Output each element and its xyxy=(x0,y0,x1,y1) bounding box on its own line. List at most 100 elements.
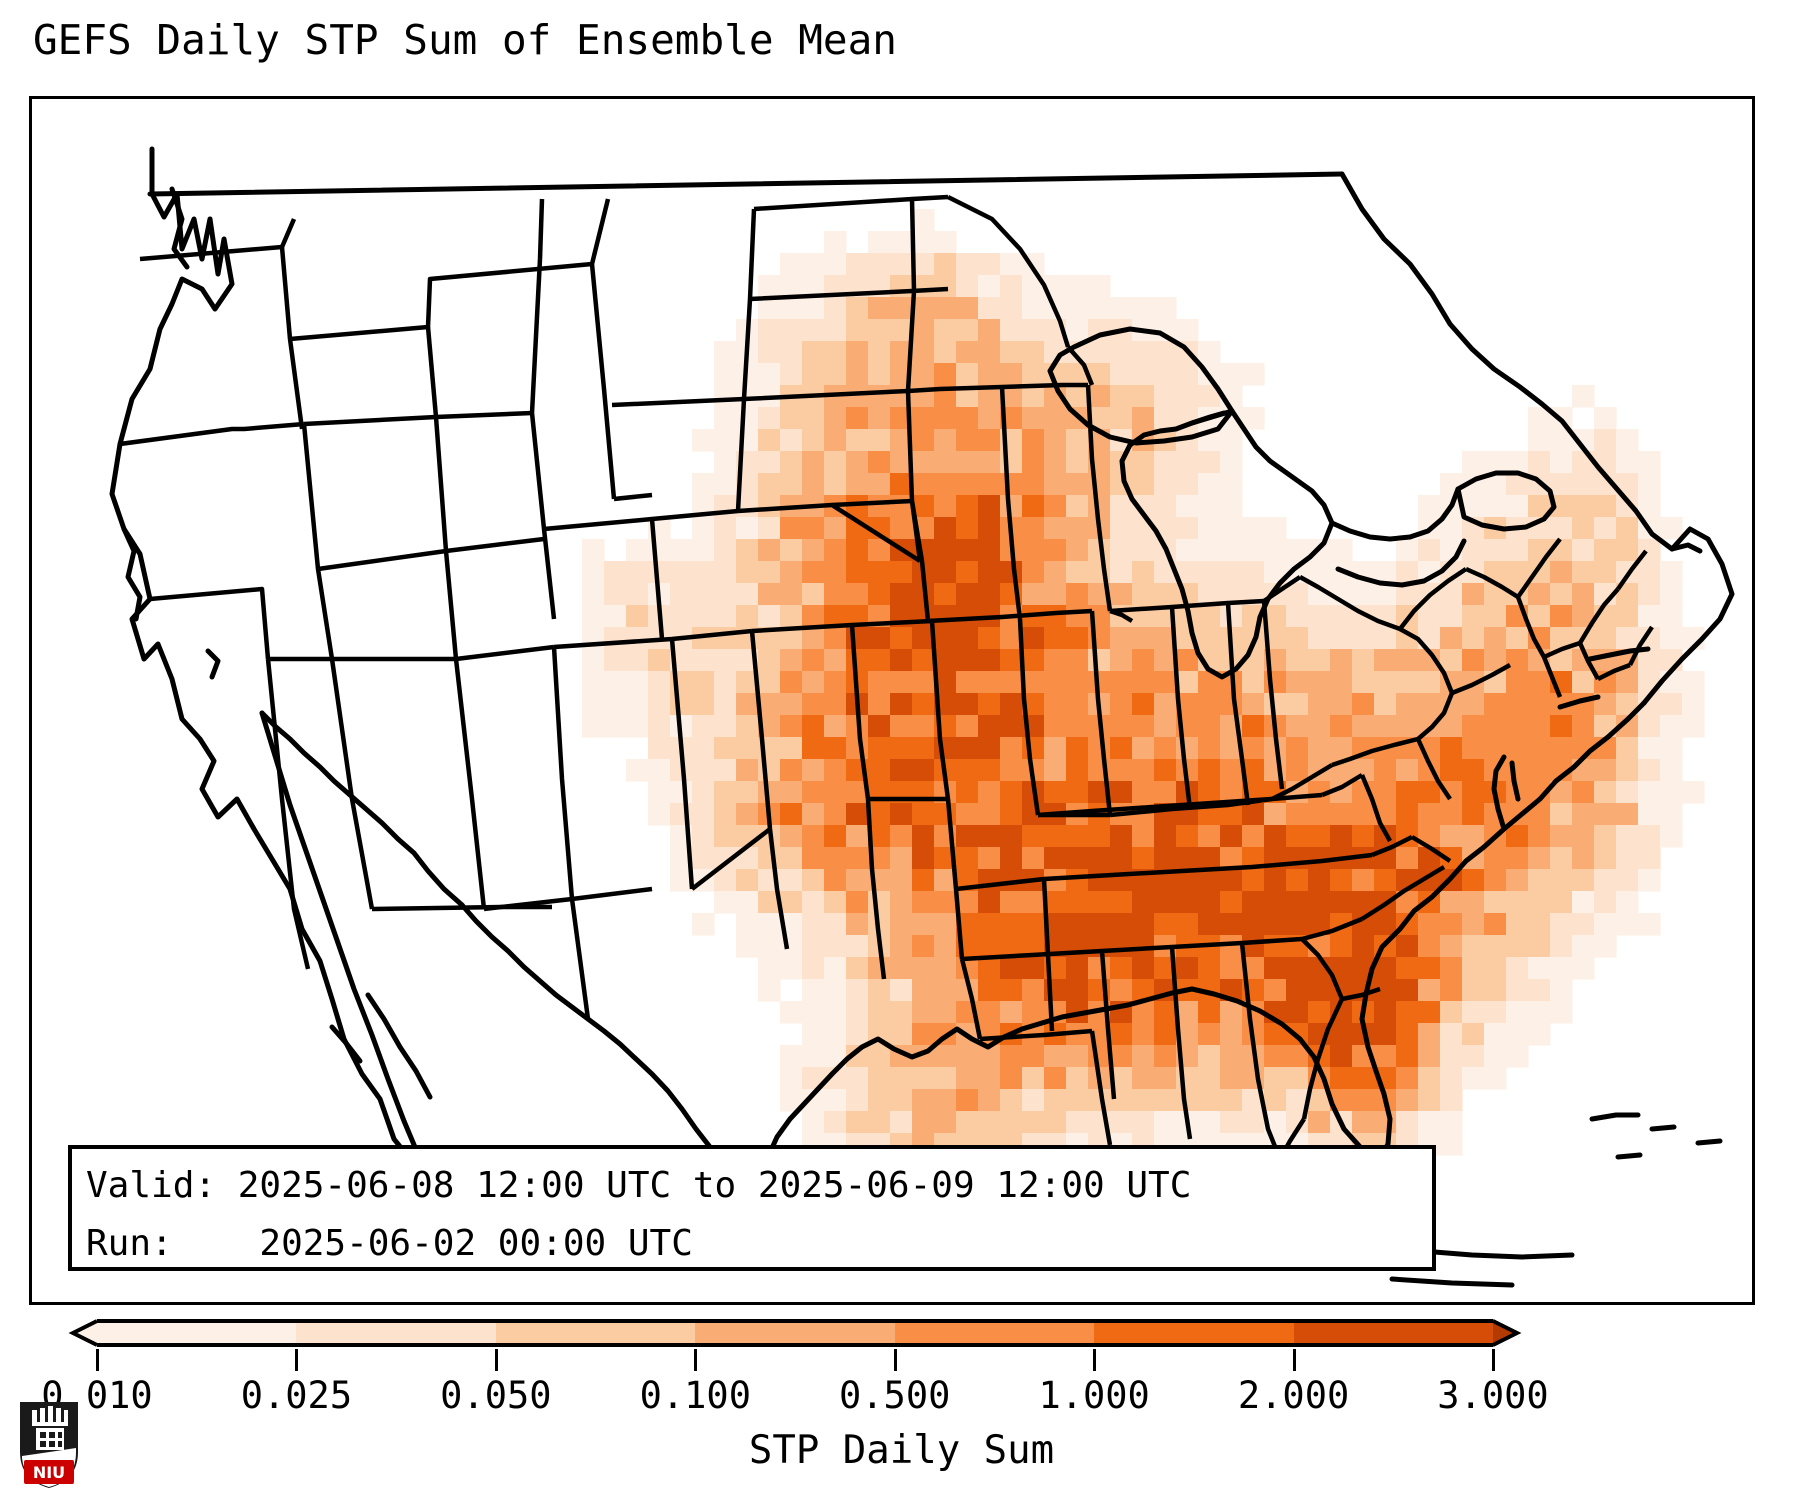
stp-cell xyxy=(824,1067,847,1090)
stp-cell xyxy=(736,583,759,606)
stp-cell xyxy=(1198,737,1221,760)
stp-cell xyxy=(1198,913,1221,936)
stp-cell xyxy=(1638,627,1661,650)
stp-cell xyxy=(1088,935,1111,958)
stp-cell xyxy=(1242,803,1265,826)
stp-cell xyxy=(1616,825,1639,848)
stp-cell xyxy=(1440,605,1463,628)
stp-cell xyxy=(1066,649,1089,672)
stp-cell xyxy=(1110,1067,1133,1090)
stp-cell xyxy=(626,693,649,716)
stp-cell xyxy=(780,319,803,342)
stp-cell xyxy=(626,583,649,606)
stp-cell xyxy=(1352,1111,1375,1134)
stp-cell xyxy=(890,1067,913,1090)
stp-cell xyxy=(1308,1089,1331,1112)
stp-cell xyxy=(824,561,847,584)
stp-cell xyxy=(758,539,781,562)
stp-cell xyxy=(1330,935,1353,958)
stp-cell xyxy=(1528,583,1551,606)
stp-cell xyxy=(1638,759,1661,782)
stp-cell xyxy=(1308,913,1331,936)
stp-cell xyxy=(868,363,891,386)
stp-cell xyxy=(1484,539,1507,562)
stp-cell xyxy=(1682,781,1705,804)
colorbar-bands[interactable] xyxy=(97,1319,1493,1347)
stp-cell xyxy=(1506,979,1529,1002)
stp-cell xyxy=(1132,297,1155,320)
colorbar-tick-6 xyxy=(1292,1349,1296,1371)
stp-cell xyxy=(890,451,913,474)
stp-cell xyxy=(934,297,957,320)
stp-cell xyxy=(802,847,825,870)
stp-cell xyxy=(758,297,781,320)
stp-cell xyxy=(802,473,825,496)
stp-cell xyxy=(824,913,847,936)
stp-cell xyxy=(648,781,671,804)
stp-cell xyxy=(1638,495,1661,518)
stp-cell xyxy=(824,319,847,342)
stp-cell xyxy=(1198,1111,1221,1134)
stp-cell xyxy=(1506,869,1529,892)
stp-cell xyxy=(1638,605,1661,628)
stp-cell xyxy=(1528,803,1551,826)
stp-cell xyxy=(1220,1089,1243,1112)
stp-cell xyxy=(846,781,869,804)
stp-cell xyxy=(1484,1001,1507,1024)
stp-cell xyxy=(802,407,825,430)
colorbar-tick-label-7: 3.000 xyxy=(1437,1374,1549,1417)
run-time-line: Run: 2025-06-02 00:00 UTC xyxy=(86,1223,693,1264)
stp-cell xyxy=(1176,451,1199,474)
stp-cell xyxy=(648,561,671,584)
stp-cell xyxy=(1506,825,1529,848)
stp-cell xyxy=(736,803,759,826)
stp-cell xyxy=(1264,803,1287,826)
stp-cell xyxy=(1550,737,1573,760)
stp-cell xyxy=(1066,605,1089,628)
stp-cell xyxy=(1374,715,1397,738)
stp-cell xyxy=(1572,803,1595,826)
stp-cell xyxy=(890,979,913,1002)
stp-cell xyxy=(1374,913,1397,936)
stp-cell xyxy=(1110,913,1133,936)
stp-cell xyxy=(1220,1023,1243,1046)
stp-cell xyxy=(1396,693,1419,716)
stp-cell xyxy=(1176,385,1199,408)
stp-cell xyxy=(1066,847,1089,870)
stp-cell xyxy=(1110,935,1133,958)
stp-cell xyxy=(912,803,935,826)
stp-cell xyxy=(1528,847,1551,870)
stp-cell xyxy=(1110,715,1133,738)
stp-cell xyxy=(978,803,1001,826)
map-panel[interactable] xyxy=(29,96,1755,1305)
stp-cell xyxy=(648,803,671,826)
stp-cell xyxy=(1242,759,1265,782)
stp-cell xyxy=(868,473,891,496)
colorbar-tick-4 xyxy=(893,1349,897,1371)
stp-cell xyxy=(736,891,759,914)
stp-cell xyxy=(1066,979,1089,1002)
stp-cell xyxy=(1638,869,1661,892)
stp-cell xyxy=(1132,913,1155,936)
stp-cell xyxy=(1572,561,1595,584)
stp-cell xyxy=(780,759,803,782)
stp-cell xyxy=(978,957,1001,980)
stp-cell xyxy=(956,429,979,452)
stp-cell xyxy=(890,869,913,892)
stp-cell xyxy=(1000,869,1023,892)
stp-cell xyxy=(1066,583,1089,606)
stp-cell xyxy=(1396,957,1419,980)
stp-cell xyxy=(1132,1111,1155,1134)
stp-cell xyxy=(1022,913,1045,936)
stp-cell xyxy=(934,319,957,342)
stp-cell xyxy=(1198,715,1221,738)
stp-cell xyxy=(714,473,737,496)
stp-cell xyxy=(868,429,891,452)
stp-cell xyxy=(978,407,1001,430)
colorbar[interactable] xyxy=(0,1315,1803,1355)
stp-cell xyxy=(1506,737,1529,760)
stp-cell xyxy=(978,781,1001,804)
stp-cell xyxy=(1484,605,1507,628)
stp-cell xyxy=(780,473,803,496)
stp-cell xyxy=(1000,385,1023,408)
